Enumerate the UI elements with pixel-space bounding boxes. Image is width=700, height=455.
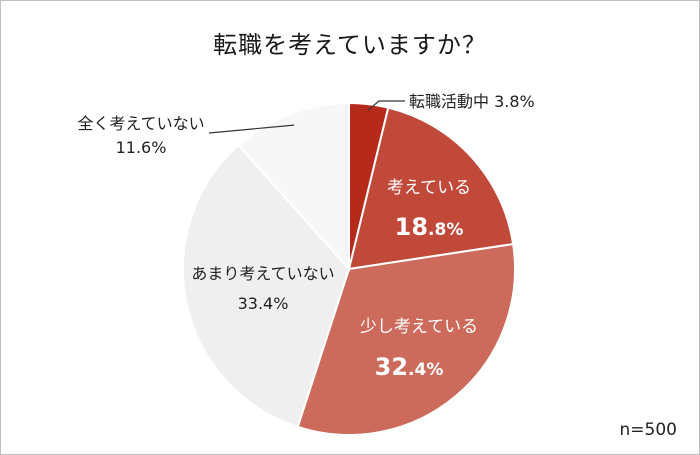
slice-value-2: 32.4% (375, 353, 444, 381)
pie-slice-1 (347, 106, 515, 271)
slice-value-4: 11.6% (116, 138, 167, 157)
slice-value-1: 18.8% (395, 213, 464, 241)
pie-slice-4 (237, 101, 350, 272)
pie-slice-3 (182, 143, 351, 429)
leader-line-4 (208, 124, 295, 134)
sample-size-label: n=500 (619, 420, 677, 440)
slice-label-3: あまり考えていない (191, 264, 334, 283)
leader-line-0 (367, 100, 405, 111)
slice-label-0: 転職活動中 3.8% (409, 92, 535, 111)
slice-label-2: 少し考えている (360, 317, 478, 337)
slice-value-3: 33.4% (238, 294, 289, 313)
chart-title: 転職を考えていますか？ (213, 31, 487, 59)
pie-slice-2 (296, 242, 516, 437)
slice-label-1: 考えている (387, 178, 471, 198)
slice-label-4: 全く考えていない (77, 114, 204, 133)
